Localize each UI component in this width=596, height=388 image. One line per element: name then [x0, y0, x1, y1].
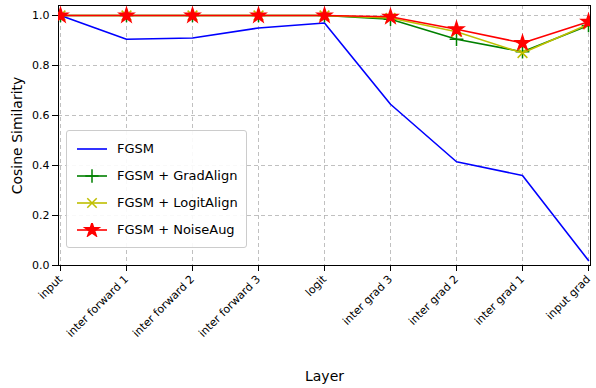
svg-text:0.2: 0.2 — [32, 209, 50, 222]
svg-text:inter forward 3: inter forward 3 — [196, 273, 263, 340]
svg-text:inter forward 1: inter forward 1 — [64, 273, 131, 340]
html-text:FGSM: FGSM — [117, 141, 154, 156]
svg-text:inter grad 2: inter grad 2 — [406, 273, 461, 328]
html-text:FGSM + LogitAlign: FGSM + LogitAlign — [117, 195, 238, 210]
svg-text:0.0: 0.0 — [32, 259, 50, 272]
svg-text:0.4: 0.4 — [32, 159, 50, 172]
svg-text:input grad: input grad — [544, 273, 594, 323]
svg-text:1.0: 1.0 — [32, 9, 50, 22]
svg-text:inter grad 3: inter grad 3 — [340, 273, 395, 328]
html-text:FGSM + GradAlign: FGSM + GradAlign — [117, 168, 238, 183]
svg-text:inter grad 1: inter grad 1 — [472, 273, 527, 328]
svg-text:0.8: 0.8 — [32, 59, 50, 72]
svg-text:0.6: 0.6 — [32, 109, 50, 122]
svg-text:inter forward 2: inter forward 2 — [130, 273, 197, 340]
svg-text:input: input — [36, 272, 66, 302]
svg-text:logit: logit — [303, 272, 330, 299]
html-text:FGSM + NoiseAug: FGSM + NoiseAug — [117, 222, 235, 237]
svg-text:Cosine Similarity: Cosine Similarity — [9, 77, 25, 195]
svg-text:Layer: Layer — [305, 368, 344, 384]
